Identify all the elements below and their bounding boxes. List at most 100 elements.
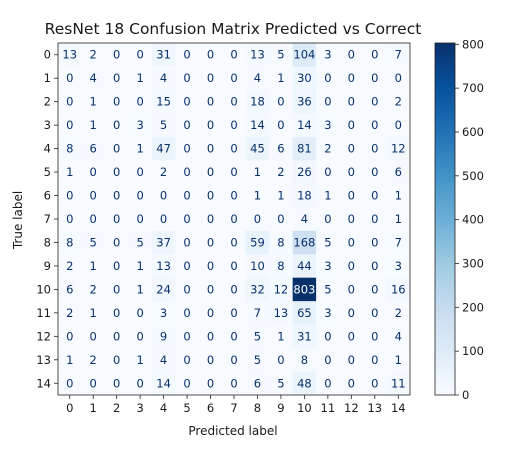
cell-value-label: 0 [113, 71, 120, 85]
heatmap-cell [269, 348, 293, 372]
cell-value-label: 1 [90, 95, 97, 109]
heatmap-cell [175, 207, 200, 232]
cell-value-label: 1 [136, 353, 143, 367]
cell-value-label: 0 [230, 306, 237, 320]
cell-value-label: 0 [395, 71, 402, 85]
heatmap-cell [269, 371, 293, 396]
heatmap-cell [386, 183, 411, 208]
heatmap-cell [222, 89, 247, 114]
cell-value-label: 1 [66, 353, 73, 367]
heatmap-cell [339, 277, 364, 302]
cell-value-label: 3 [136, 118, 143, 132]
cell-value-label: 31 [297, 329, 312, 343]
heatmap-cell [128, 113, 153, 138]
heatmap-cell [81, 136, 106, 161]
heatmap-cell [339, 113, 364, 138]
cell-value-label: 4 [90, 71, 97, 85]
heatmap-cell [128, 136, 153, 161]
cell-value-label: 1 [136, 71, 143, 85]
cell-value-label: 15 [156, 95, 171, 109]
heatmap-cell [128, 66, 153, 91]
cell-value-label: 0 [348, 282, 355, 296]
x-tick-label: 4 [160, 401, 167, 415]
cell-value-label: 0 [66, 212, 73, 226]
heatmap-cell [104, 43, 129, 67]
cell-value-label: 11 [391, 376, 406, 390]
y-tick-label: 7 [44, 212, 51, 226]
cell-value-label: 1 [254, 189, 261, 203]
heatmap-cell [175, 348, 200, 372]
y-tick-label: 5 [44, 165, 51, 179]
heatmap-cell [81, 277, 106, 302]
heatmap-cell [316, 160, 340, 185]
y-axis-label: True label [11, 191, 25, 250]
cell-value-label: 13 [250, 48, 265, 62]
x-tick-label: 9 [277, 401, 284, 415]
heatmap-cell [104, 66, 129, 91]
chart-title: ResNet 18 Confusion Matrix Predicted vs … [45, 20, 422, 38]
cell-value-label: 0 [183, 329, 190, 343]
heatmap-cell [198, 348, 223, 372]
y-tick-label: 10 [36, 282, 51, 296]
cell-value-label: 2 [160, 165, 167, 179]
heatmap-cell [81, 371, 106, 396]
heatmap-cell [316, 277, 340, 302]
colorbar-tick-label: 500 [462, 169, 484, 183]
heatmap-cell [339, 301, 364, 325]
colorbar-tick-label: 700 [462, 81, 484, 95]
x-tick-label: 7 [230, 401, 237, 415]
heatmap-cell [269, 277, 293, 302]
cell-value-label: 0 [348, 329, 355, 343]
cell-value-label: 0 [230, 282, 237, 296]
cell-value-label: 16 [391, 282, 406, 296]
heatmap-cell [151, 207, 176, 232]
heatmap-cell [339, 89, 364, 114]
heatmap-cell [81, 301, 106, 325]
cell-value-label: 2 [66, 306, 73, 320]
cell-value-label: 0 [230, 95, 237, 109]
cell-value-label: 0 [113, 142, 120, 156]
heatmap-cell [386, 324, 411, 349]
heatmap-cell [222, 160, 247, 185]
cell-value-label: 8 [277, 235, 284, 249]
cell-value-labels: 13 2 0 0 31 0 0 0 13 5 104 3 0 0 70 4 0 1 4 0 0 0 4 1 30 0 0 0 00 1 0 0… [62, 48, 405, 391]
heatmap-cell [128, 43, 153, 67]
heatmap-cell [104, 324, 129, 349]
heatmap-cell [151, 277, 176, 302]
heatmap-cell [175, 324, 200, 349]
heatmap-cell [198, 160, 223, 185]
heatmap-cell [128, 348, 153, 372]
heatmap-cell [58, 301, 82, 325]
cell-value-label: 2 [324, 142, 331, 156]
cell-value-label: 0 [324, 353, 331, 367]
cell-value-label: 0 [90, 165, 97, 179]
cell-value-label: 0 [66, 95, 73, 109]
cell-value-label: 4 [254, 71, 261, 85]
cell-value-label: 5 [277, 376, 284, 390]
cell-value-label: 0 [371, 165, 378, 179]
heatmap-cell [269, 230, 293, 255]
cell-value-label: 6 [395, 165, 402, 179]
heatmap-cell [151, 230, 176, 255]
heatmap-cell [198, 254, 223, 278]
heatmap-cell [198, 230, 223, 255]
heatmap-cell [339, 324, 364, 349]
cell-value-label: 10 [250, 259, 265, 273]
heatmap-cell [269, 183, 293, 208]
heatmap-cell [151, 136, 176, 161]
heatmap-cell [363, 89, 387, 114]
cell-value-label: 24 [156, 282, 171, 296]
cell-value-label: 0 [230, 376, 237, 390]
cell-value-label: 0 [136, 165, 143, 179]
cell-value-label: 13 [274, 306, 289, 320]
cell-value-label: 0 [230, 118, 237, 132]
heatmap-cell [292, 113, 317, 138]
cell-value-label: 0 [136, 95, 143, 109]
cell-value-label: 5 [277, 48, 284, 62]
cell-value-label: 0 [160, 212, 167, 226]
heatmap-cell [386, 207, 411, 232]
cell-value-label: 4 [395, 329, 402, 343]
heatmap-cell [58, 160, 82, 185]
colorbar-tick-label: 600 [462, 125, 484, 139]
